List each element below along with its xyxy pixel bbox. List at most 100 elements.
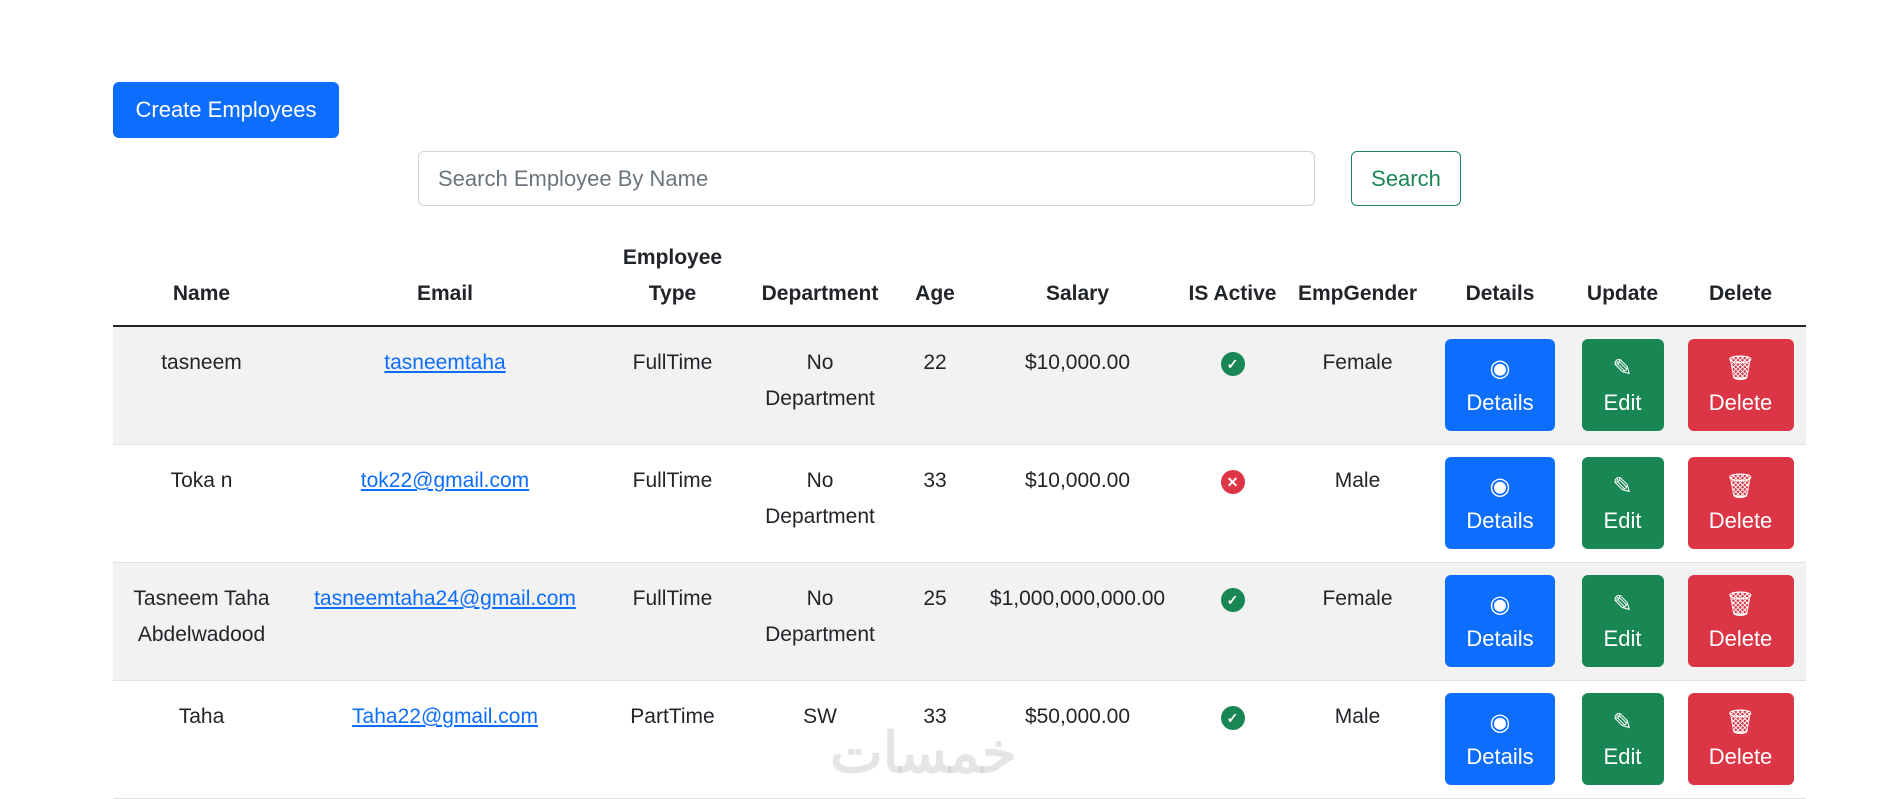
edit-label: Edit <box>1603 508 1642 533</box>
column-header: Update <box>1570 240 1675 327</box>
trash-icon: 🗑︎ <box>1725 355 1756 382</box>
email-link[interactable]: tasneemtaha <box>384 351 506 374</box>
details-label: Details <box>1466 390 1534 415</box>
create-employees-button[interactable]: Create Employees <box>113 82 339 138</box>
pencil-square-icon: ✎ <box>1612 355 1633 382</box>
delete-button[interactable]: 🗑︎ Delete <box>1687 457 1794 549</box>
email-cell: tasneemtaha <box>290 326 600 445</box>
update-cell: ✎ Edit <box>1570 326 1675 445</box>
column-header: Delete <box>1675 240 1806 327</box>
department-cell: No Department <box>745 326 895 445</box>
email-link[interactable]: tok22@gmail.com <box>360 469 530 492</box>
type-cell: FullTime <box>600 562 745 681</box>
name-cell: tasneem <box>113 326 290 445</box>
watermark-logo: خمسات <box>830 721 1017 784</box>
edit-button[interactable]: ✎ Edit <box>1581 339 1664 431</box>
email-link[interactable]: tasneemtaha24@gmail.com <box>314 587 576 610</box>
table-row: Toka n tok22@gmail.com FullTime No Depar… <box>113 444 1806 563</box>
table-header-row: Name Email Employee Type Department Age Salar… <box>113 240 1806 327</box>
delete-button[interactable]: 🗑︎ Delete <box>1687 693 1794 785</box>
check-circle-icon: ✓ <box>1220 352 1245 376</box>
column-header: Department <box>745 240 895 327</box>
edit-button[interactable]: ✎ Edit <box>1581 693 1664 785</box>
column-header: Name <box>113 240 290 327</box>
x-circle-icon: ✕ <box>1220 470 1245 494</box>
type-cell: FullTime <box>600 326 745 445</box>
name-cell: Toka n <box>113 444 290 563</box>
employees-table: Name Email Employee Type Department Age Salar… <box>113 240 1806 799</box>
eye-icon: ◉ <box>1489 591 1511 618</box>
column-header: Email <box>290 240 600 327</box>
salary-cell: $1,000,000,000.00 <box>975 562 1180 681</box>
delete-cell: 🗑︎ Delete <box>1675 444 1806 563</box>
delete-label: Delete <box>1708 390 1773 415</box>
active-cell: ✓ <box>1180 562 1285 681</box>
gender-cell: Male <box>1285 444 1430 563</box>
age-cell: 25 <box>895 562 975 681</box>
department-cell: No Department <box>745 444 895 563</box>
check-circle-icon: ✓ <box>1220 588 1245 612</box>
email-cell: tok22@gmail.com <box>290 444 600 563</box>
edit-label: Edit <box>1603 390 1642 415</box>
department-cell: SW <box>745 680 895 799</box>
column-header: IS Active <box>1180 240 1285 327</box>
salary-cell: $50,000.00 <box>975 680 1180 799</box>
pencil-square-icon: ✎ <box>1612 473 1633 500</box>
gender-cell: Male <box>1285 680 1430 799</box>
salary-cell: $10,000.00 <box>975 326 1180 445</box>
delete-cell: 🗑︎ Delete <box>1675 680 1806 799</box>
age-cell: 22 <box>895 326 975 445</box>
eye-icon: ◉ <box>1489 473 1511 500</box>
table-row: Taha Taha22@gmail.com PartTime SW 33 $50… <box>113 680 1806 799</box>
pencil-square-icon: ✎ <box>1612 591 1633 618</box>
table-row: Tasneem Taha Abdelwadood tasneemtaha24@g… <box>113 562 1806 681</box>
active-cell: ✕ <box>1180 444 1285 563</box>
delete-label: Delete <box>1708 626 1773 651</box>
search-button[interactable]: Search <box>1351 151 1461 206</box>
trash-icon: 🗑︎ <box>1725 591 1756 618</box>
details-label: Details <box>1466 626 1534 651</box>
update-cell: ✎ Edit <box>1570 680 1675 799</box>
search-input[interactable] <box>418 151 1315 206</box>
edit-button[interactable]: ✎ Edit <box>1581 575 1664 667</box>
active-cell: ✓ <box>1180 680 1285 799</box>
department-cell: No Department <box>745 562 895 681</box>
details-cell: ◉ Details <box>1430 326 1570 445</box>
active-cell: ✓ <box>1180 326 1285 445</box>
eye-icon: ◉ <box>1489 355 1511 382</box>
check-circle-icon: ✓ <box>1220 706 1245 730</box>
edit-label: Edit <box>1603 744 1642 769</box>
table-row: tasneem tasneemtaha FullTime No Departme… <box>113 326 1806 445</box>
delete-button[interactable]: 🗑︎ Delete <box>1687 575 1794 667</box>
update-cell: ✎ Edit <box>1570 444 1675 563</box>
edit-button[interactable]: ✎ Edit <box>1581 457 1664 549</box>
details-cell: ◉ Details <box>1430 680 1570 799</box>
delete-label: Delete <box>1708 744 1773 769</box>
type-cell: PartTime <box>600 680 745 799</box>
details-label: Details <box>1466 508 1534 533</box>
details-cell: ◉ Details <box>1430 562 1570 681</box>
details-label: Details <box>1466 744 1534 769</box>
column-header: Age <box>895 240 975 327</box>
details-button[interactable]: ◉ Details <box>1445 457 1555 549</box>
column-header: Details <box>1430 240 1570 327</box>
column-header: Employee Type <box>600 240 745 327</box>
age-cell: 33 <box>895 444 975 563</box>
column-header: EmpGender <box>1285 240 1430 327</box>
details-button[interactable]: ◉ Details <box>1445 693 1555 785</box>
trash-icon: 🗑︎ <box>1725 473 1756 500</box>
details-button[interactable]: ◉ Details <box>1445 339 1555 431</box>
eye-icon: ◉ <box>1489 709 1511 736</box>
pencil-square-icon: ✎ <box>1612 709 1633 736</box>
column-header: Salary <box>975 240 1180 327</box>
update-cell: ✎ Edit <box>1570 562 1675 681</box>
email-link[interactable]: Taha22@gmail.com <box>352 705 538 728</box>
name-cell: Tasneem Taha Abdelwadood <box>113 562 290 681</box>
details-button[interactable]: ◉ Details <box>1445 575 1555 667</box>
delete-button[interactable]: 🗑︎ Delete <box>1687 339 1794 431</box>
delete-cell: 🗑︎ Delete <box>1675 562 1806 681</box>
email-cell: Taha22@gmail.com <box>290 680 600 799</box>
edit-label: Edit <box>1603 626 1642 651</box>
gender-cell: Female <box>1285 562 1430 681</box>
email-cell: tasneemtaha24@gmail.com <box>290 562 600 681</box>
